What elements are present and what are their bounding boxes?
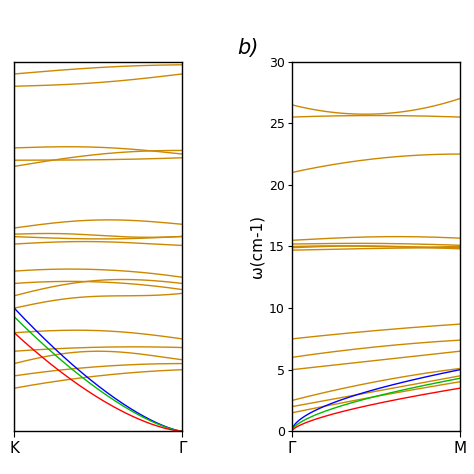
Text: b): b) (237, 38, 258, 58)
Y-axis label: ω(cm-1): ω(cm-1) (250, 215, 264, 278)
